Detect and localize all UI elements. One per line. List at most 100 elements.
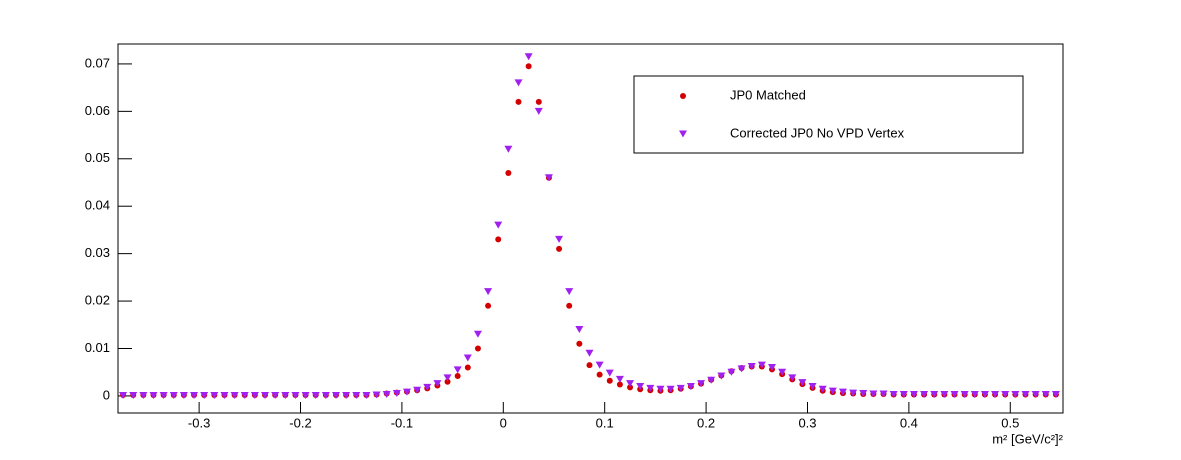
- data-point: [636, 382, 645, 390]
- data-point: [534, 107, 543, 115]
- data-point: [1001, 391, 1010, 399]
- data-point: [210, 391, 219, 399]
- data-point: [524, 53, 533, 61]
- data-point: [828, 387, 837, 395]
- data-point: [474, 345, 481, 352]
- data-point: [605, 369, 614, 377]
- data-point: [372, 391, 381, 399]
- data-point: [697, 380, 706, 388]
- x-tick-label: 0.3: [798, 415, 816, 430]
- x-tick-label: 0.5: [1001, 415, 1019, 430]
- data-point: [179, 391, 188, 399]
- legend-label: JP0 Matched: [730, 87, 806, 102]
- data-point: [291, 391, 300, 399]
- data-point: [586, 362, 593, 369]
- plot-frame: [117, 43, 1064, 414]
- data-point: [646, 384, 655, 392]
- data-point: [575, 326, 584, 334]
- data-point: [1011, 391, 1020, 399]
- data-point: [352, 391, 361, 399]
- data-point: [362, 391, 371, 399]
- y-tick-label: 0.07: [85, 55, 110, 70]
- data-point: [443, 374, 452, 382]
- data-point: [970, 391, 979, 399]
- data-point: [676, 384, 685, 392]
- data-point: [615, 375, 624, 383]
- data-point: [909, 391, 918, 399]
- data-point: [747, 363, 756, 371]
- data-point: [859, 390, 868, 398]
- data-point: [565, 288, 574, 296]
- data-point: [463, 354, 472, 362]
- x-tick-label: -0.3: [188, 415, 210, 430]
- data-point: [1051, 391, 1060, 399]
- data-point: [311, 391, 320, 399]
- data-point: [940, 391, 949, 399]
- data-point: [514, 79, 523, 87]
- data-point: [656, 385, 665, 393]
- data-point: [707, 376, 716, 384]
- y-tick-label: 0.01: [85, 340, 110, 355]
- data-point: [230, 391, 239, 399]
- data-point: [301, 391, 310, 399]
- y-tick-label: 0.03: [85, 245, 110, 260]
- x-tick-label: 0: [500, 415, 507, 430]
- data-point: [737, 365, 746, 373]
- data-point: [342, 391, 351, 399]
- data-point: [473, 330, 482, 338]
- y-tick-label: 0.02: [85, 293, 110, 308]
- data-point: [271, 391, 280, 399]
- data-point: [778, 368, 787, 376]
- data-point: [595, 361, 604, 369]
- data-point: [555, 235, 564, 243]
- data-point: [129, 391, 138, 399]
- data-point: [392, 390, 401, 398]
- x-tick-label: -0.1: [391, 415, 413, 430]
- data-point: [798, 379, 807, 387]
- data-point: [606, 377, 613, 384]
- legend-label: Corrected JP0 No VPD Vertex: [730, 125, 905, 140]
- data-point: [626, 380, 635, 388]
- data-point: [331, 391, 340, 399]
- legend-marker: [679, 130, 687, 138]
- data-point: [544, 174, 553, 182]
- data-point: [485, 302, 492, 309]
- data-point: [525, 63, 532, 70]
- data-point: [444, 378, 451, 385]
- data-point: [666, 385, 675, 393]
- data-point: [727, 368, 736, 376]
- data-point: [169, 391, 178, 399]
- data-point: [818, 385, 827, 393]
- data-point: [1041, 391, 1050, 399]
- data-point: [991, 391, 1000, 399]
- data-point: [757, 361, 766, 369]
- data-point: [899, 391, 908, 399]
- legend-box: [633, 75, 1024, 154]
- data-point: [616, 381, 623, 388]
- data-point: [484, 288, 493, 296]
- x-axis-label: m² [GeV/c²]²: [992, 431, 1063, 446]
- data-point: [464, 364, 471, 371]
- data-point: [808, 382, 817, 390]
- data-point: [556, 245, 563, 252]
- data-point: [504, 145, 513, 153]
- data-point: [566, 302, 573, 309]
- data-point: [281, 391, 290, 399]
- x-tick-label: 0.2: [697, 415, 715, 430]
- data-point: [515, 98, 522, 105]
- y-tick-label: 0.05: [85, 150, 110, 165]
- data-point: [382, 391, 391, 399]
- data-point: [190, 391, 199, 399]
- data-point: [576, 340, 583, 347]
- data-point: [627, 384, 634, 391]
- data-point: [717, 372, 726, 380]
- data-point: [767, 363, 776, 371]
- y-tick-label: 0.06: [85, 103, 110, 118]
- data-point: [1021, 391, 1030, 399]
- data-point: [321, 391, 330, 399]
- y-tick-label: 0: [103, 387, 110, 402]
- data-point: [261, 391, 270, 399]
- data-point: [849, 389, 858, 397]
- data-point: [585, 349, 594, 357]
